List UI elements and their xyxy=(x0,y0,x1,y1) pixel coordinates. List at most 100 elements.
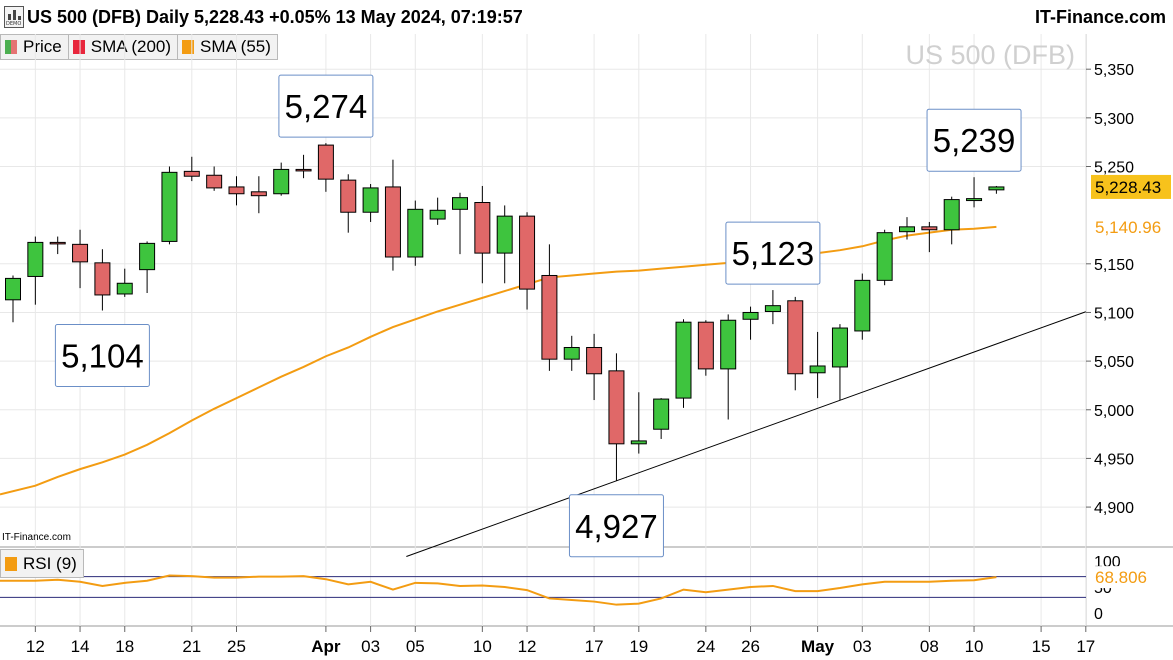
candle xyxy=(675,319,692,408)
candle xyxy=(72,229,89,289)
support-trendline xyxy=(406,311,1086,557)
y-tick-label: 4,950 xyxy=(1094,451,1134,468)
annotation-box xyxy=(926,108,1022,172)
legend-item-rsi[interactable]: RSI (9) xyxy=(1,550,83,577)
chart-area: US 500 (DFB) 5,104 5,274 4,927 5,123 5,239 5… xyxy=(0,34,1173,656)
y-tick-label: 5,300 xyxy=(1094,111,1134,128)
candle-body-up xyxy=(876,232,893,281)
candle xyxy=(608,353,625,481)
candle xyxy=(429,197,446,225)
brand-link[interactable]: IT-Finance.com xyxy=(1034,7,1166,27)
candle xyxy=(876,229,893,286)
candle xyxy=(452,192,468,255)
candle-body-down xyxy=(474,202,491,254)
candle xyxy=(206,166,223,191)
x-tick-label: 08 xyxy=(920,637,939,656)
candle xyxy=(831,324,848,401)
price-annotation: 5,104 xyxy=(54,324,150,388)
legend-label: RSI (9) xyxy=(23,553,77,573)
candle-body-down xyxy=(183,170,200,177)
x-tick-label: 03 xyxy=(853,637,872,656)
annotation-label: 4,927 xyxy=(575,508,658,545)
candle xyxy=(966,177,983,208)
candle-body-up xyxy=(899,226,915,233)
candle-body-up xyxy=(720,319,737,370)
candle xyxy=(653,398,670,439)
rsi-legend: RSI (9) xyxy=(0,549,84,578)
x-tick-label: 15 xyxy=(1032,637,1051,656)
candle-body-up xyxy=(563,346,580,360)
x-tick-label: 10 xyxy=(473,637,492,656)
candle xyxy=(899,217,915,240)
x-tick-label: 21 xyxy=(182,637,201,656)
y-tick-label: 5,150 xyxy=(1094,257,1134,274)
candle xyxy=(586,333,603,401)
price-annotations: 5,104 5,274 4,927 5,123 5,239 xyxy=(54,74,1022,558)
y-tick-label: 5,350 xyxy=(1094,62,1134,79)
sma200-swatch-icon xyxy=(72,40,85,54)
y-tick-label: 5,100 xyxy=(1094,305,1134,322)
price-axis: 5,350 5,300 5,250 5,150 5,100 5,050 5,000 4,950… xyxy=(1086,62,1134,517)
candle-body-up xyxy=(496,215,513,254)
legend-label: SMA (200) xyxy=(90,37,172,56)
y-tick-label: 5,000 xyxy=(1094,403,1134,420)
candle-body-up xyxy=(742,311,759,320)
x-tick-label: 03 xyxy=(361,637,380,656)
sma55-swatch-icon xyxy=(182,40,195,54)
candle-body-up xyxy=(831,327,848,368)
candle-body-down xyxy=(94,262,111,296)
candle-body-up xyxy=(653,398,670,430)
annotation-label: 5,104 xyxy=(61,338,144,375)
legend-item-sma55[interactable]: SMA (55) xyxy=(178,35,277,59)
price-annotation: 5,123 xyxy=(725,221,821,285)
candle xyxy=(161,166,178,245)
candle-body-up xyxy=(675,321,692,399)
y-tick-label: 5,050 xyxy=(1094,354,1134,371)
candle-body-up xyxy=(630,440,647,445)
candle xyxy=(317,143,334,192)
candle xyxy=(183,156,200,182)
candle xyxy=(139,241,156,293)
candle-body-down xyxy=(250,191,267,197)
annotation-box xyxy=(568,494,664,558)
x-tick-label: 17 xyxy=(1076,637,1095,656)
candle-body-up xyxy=(966,198,983,202)
annotation-label: 5,239 xyxy=(933,122,1016,159)
legend-item-sma200[interactable]: SMA (200) xyxy=(69,35,179,59)
candle xyxy=(94,249,111,311)
x-tick-label: Apr xyxy=(311,637,341,656)
sma55-tag: 5,140.96 xyxy=(1091,214,1171,239)
candle-body-up xyxy=(429,209,446,220)
rsi-tick-label: 0 xyxy=(1094,606,1103,623)
x-tick-label: 12 xyxy=(26,637,45,656)
sma55-tag-label: 5,140.96 xyxy=(1095,218,1161,237)
candle-body-down xyxy=(921,226,938,231)
rsi-value-tag-bg xyxy=(1091,566,1171,589)
x-tick-label: 05 xyxy=(406,637,425,656)
chart-title: US 500 (DFB) Daily 5,228.43 +0.05% 13 Ma… xyxy=(27,7,523,27)
rsi-series-line xyxy=(0,574,997,606)
x-tick-label: May xyxy=(801,637,835,656)
candle-body-down xyxy=(340,179,357,213)
x-tick-label: 19 xyxy=(629,637,648,656)
price-annotation: 5,239 xyxy=(926,108,1022,172)
candle xyxy=(921,221,938,253)
candle xyxy=(362,184,379,222)
candle-body-up xyxy=(273,168,290,195)
sma55-series-line xyxy=(0,225,997,496)
candle-body-up xyxy=(809,365,826,374)
x-tick-label: 10 xyxy=(965,637,984,656)
time-axis: 12 14 18 21 25 Apr 03 05 10 12 17 19 24 26 May 03 08 10 15… xyxy=(26,626,1095,656)
price-swatch-icon xyxy=(5,40,17,54)
candle xyxy=(943,196,960,245)
candle-body-up xyxy=(407,208,424,258)
chart-watermark: US 500 (DFB) xyxy=(905,40,1075,70)
candle xyxy=(742,306,759,340)
sma55-line xyxy=(0,225,997,496)
legend-label: Price xyxy=(23,37,62,56)
annotation-label: 5,123 xyxy=(732,235,815,272)
candle xyxy=(5,275,21,323)
legend-item-price[interactable]: Price xyxy=(1,35,69,59)
rsi-value-tag-label: 68.806 xyxy=(1095,568,1147,587)
